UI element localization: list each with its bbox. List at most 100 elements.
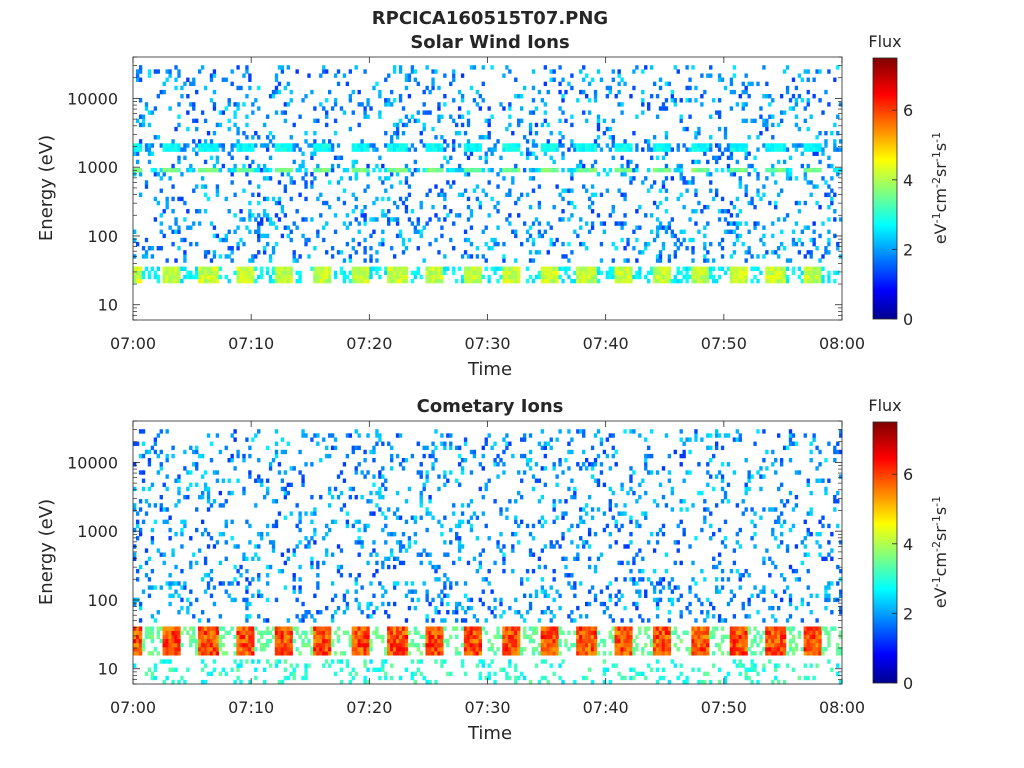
heatmap-cell <box>230 457 234 463</box>
heatmap-cell <box>310 89 314 95</box>
heatmap-cell <box>330 614 335 619</box>
heatmap-cell <box>440 114 444 119</box>
heatmap-cell <box>750 118 754 124</box>
heatmap-cell <box>268 93 273 99</box>
heatmap-cell <box>310 143 314 148</box>
heatmap-cell <box>540 577 545 582</box>
heatmap-cell <box>496 139 500 144</box>
heatmap-cell <box>478 155 482 161</box>
heatmap-cell <box>398 634 403 640</box>
heatmap-cell <box>384 589 388 594</box>
heatmap-cell <box>390 167 394 173</box>
heatmap-cell <box>791 106 796 111</box>
heatmap-cell <box>425 597 429 603</box>
heatmap-cell <box>260 266 264 271</box>
heatmap-cell <box>496 462 500 467</box>
heatmap-cell <box>168 225 172 230</box>
heatmap-cell <box>546 638 550 644</box>
heatmap-cell <box>449 155 453 161</box>
heatmap-cell <box>682 204 686 210</box>
heatmap-cell <box>274 77 279 82</box>
heatmap-cell <box>419 200 423 206</box>
heatmap-cell <box>375 258 379 263</box>
heatmap-cell <box>452 118 456 124</box>
heatmap-cell <box>322 437 326 442</box>
heatmap-cell <box>304 667 308 672</box>
heatmap-cell <box>593 597 598 603</box>
heatmap-cell <box>322 139 326 144</box>
heatmap-cell <box>558 651 562 656</box>
heatmap-cell <box>431 449 435 455</box>
heatmap-cell <box>351 274 355 280</box>
heatmap-cell <box>248 217 252 222</box>
heatmap-cell <box>469 630 474 635</box>
heatmap-cell <box>354 204 358 210</box>
heatmap-cell <box>360 274 364 280</box>
heatmap-cell <box>511 634 515 640</box>
heatmap-cell <box>242 647 246 652</box>
heatmap-cell <box>268 466 273 471</box>
heatmap-cell <box>159 167 163 173</box>
heatmap-cell <box>286 172 290 177</box>
heatmap-cell <box>348 270 352 276</box>
heatmap-cell <box>552 143 556 148</box>
heatmap-cell <box>209 457 214 463</box>
heatmap-cell <box>268 630 273 635</box>
heatmap-cell <box>200 494 205 500</box>
heatmap-cell <box>655 233 660 239</box>
heatmap-cell <box>460 122 465 128</box>
heatmap-cell <box>706 250 710 255</box>
heatmap-cell <box>286 147 290 152</box>
heatmap-cell <box>268 564 273 570</box>
heatmap-cell <box>608 466 612 471</box>
heatmap-cell <box>189 274 193 280</box>
heatmap-cell <box>593 478 598 483</box>
heatmap-cell <box>478 647 482 652</box>
heatmap-cell <box>257 531 261 537</box>
heatmap-cell <box>407 77 412 82</box>
heatmap-cell <box>694 266 698 271</box>
heatmap-cell <box>363 527 367 533</box>
heatmap-cell <box>322 225 326 230</box>
heatmap-cell <box>611 515 615 520</box>
heatmap-cell <box>381 482 385 488</box>
heatmap-cell <box>274 659 279 664</box>
heatmap-cell <box>511 531 515 537</box>
heatmap-cell <box>236 630 240 635</box>
heatmap-cell <box>221 143 225 148</box>
heatmap-cell <box>706 147 710 152</box>
heatmap-cell <box>248 445 252 451</box>
heatmap-cell <box>404 638 409 644</box>
heatmap-cell <box>839 139 843 144</box>
heatmap-cell <box>271 499 276 504</box>
heatmap-cell <box>599 470 604 475</box>
heatmap-cell <box>319 167 323 173</box>
heatmap-cell <box>777 147 781 152</box>
heatmap-cell <box>197 626 202 631</box>
heatmap-cell <box>579 159 583 165</box>
x-axis-label: Time <box>467 359 512 380</box>
heatmap-cell <box>469 605 474 611</box>
heatmap-cell <box>493 605 497 611</box>
heatmap-cell <box>617 167 621 173</box>
heatmap-cell <box>549 445 553 451</box>
heatmap-cell <box>292 577 296 582</box>
heatmap-cell <box>147 246 152 251</box>
heatmap-cell <box>487 638 491 644</box>
heatmap-cell <box>289 135 293 140</box>
heatmap-cell <box>508 122 512 128</box>
heatmap-cell <box>342 503 347 508</box>
heatmap-cell <box>511 229 515 234</box>
heatmap-cell <box>827 237 831 243</box>
heatmap-cell <box>150 638 155 644</box>
heatmap-cell <box>487 167 491 173</box>
heatmap-cell <box>573 618 577 623</box>
heatmap-cell <box>168 274 172 280</box>
heatmap-cell <box>573 585 577 590</box>
heatmap-cell <box>316 647 320 652</box>
heatmap-cell <box>744 278 748 284</box>
heatmap-cell <box>587 589 592 594</box>
heatmap-cell <box>528 679 533 685</box>
heatmap-cell <box>419 229 423 234</box>
heatmap-cell <box>750 163 754 169</box>
